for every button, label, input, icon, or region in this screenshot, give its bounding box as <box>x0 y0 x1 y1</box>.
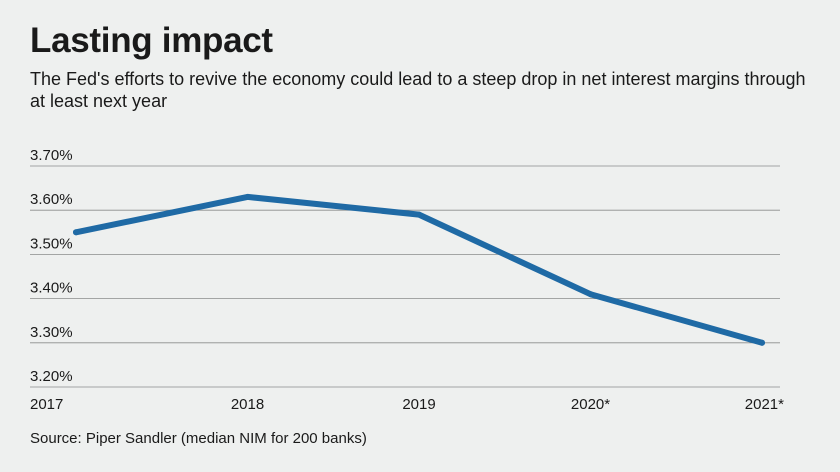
y-axis-labels: 3.70% 3.60% 3.50% 3.40% 3.30% 3.20% <box>30 147 73 385</box>
y-tick-label: 3.70% <box>30 147 73 164</box>
series-lines <box>73 193 765 346</box>
chart-title: Lasting impact <box>30 21 273 60</box>
data-point <box>587 291 594 298</box>
y-tick-label: 3.30% <box>30 324 73 341</box>
x-tick-label: 2018 <box>231 396 264 413</box>
y-tick-label: 3.40% <box>30 280 73 297</box>
gridlines <box>30 165 780 388</box>
data-point <box>759 339 765 346</box>
y-tick-label: 3.50% <box>30 235 73 252</box>
series-line <box>73 193 765 346</box>
y-tick-label: 3.20% <box>30 368 73 385</box>
source-note: Source: Piper Sandler (median NIM for 20… <box>30 430 367 447</box>
x-tick-label: 2019 <box>402 396 435 413</box>
data-point <box>244 193 251 200</box>
x-tick-label: 2021* <box>745 396 784 413</box>
data-point <box>73 229 79 236</box>
y-tick-label: 3.60% <box>30 191 73 208</box>
data-point <box>416 211 422 218</box>
x-tick-label: 2020* <box>571 396 610 413</box>
x-tick-label: 2017 <box>30 396 63 413</box>
x-axis-labels: 2017 2018 2019 2020* 2021* <box>30 396 784 413</box>
chart-subtitle: The Fed's efforts to revive the economy … <box>30 69 806 111</box>
